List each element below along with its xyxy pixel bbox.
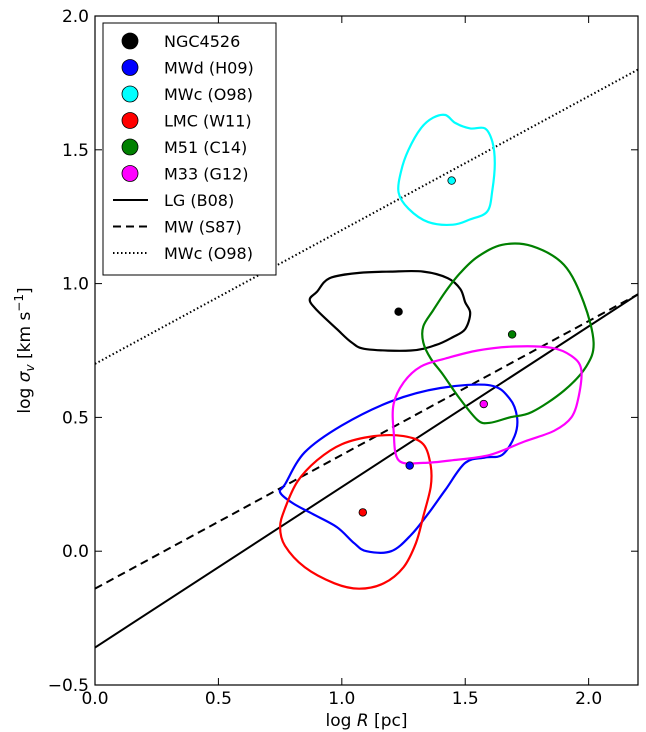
line-mwc-o98-dotted xyxy=(95,68,638,365)
contour-mwd-h09 xyxy=(278,383,519,554)
x-tick-label: 1.0 xyxy=(328,689,355,709)
legend: NGC4526 MWd (H09) MWc (O98) LMC (W11) M51 (C… xyxy=(102,22,277,276)
contour-ngc4526 xyxy=(308,269,472,352)
point-m33-g12 xyxy=(479,399,488,409)
point-lmc-w11 xyxy=(358,508,367,517)
x-tick-label: 2.0 xyxy=(575,689,602,709)
legend-label: MWc (O98) xyxy=(164,244,253,263)
contour-m51-c14 xyxy=(421,242,595,425)
line-mw-s87-dashed xyxy=(95,293,638,590)
point-m51-c14 xyxy=(507,330,517,339)
plot-frame xyxy=(94,15,639,686)
y-axis-label: log σv [km s−1] xyxy=(12,287,37,413)
contour-lmc-w11 xyxy=(278,434,433,590)
y-tick-label: 0.5 xyxy=(62,408,89,428)
legend-marker-ngc4526 xyxy=(121,32,139,50)
legend-label: MWc (O98) xyxy=(164,85,253,104)
fit-lines xyxy=(95,68,638,649)
axis-ticks: 0.0 0.5 1.0 1.5 2.0−0.50.00.51.01.52.0 xyxy=(48,7,638,709)
legend-label: M51 (C14) xyxy=(164,138,247,157)
legend-marker-lmc-w11 xyxy=(121,112,139,129)
contours xyxy=(278,113,595,590)
x-tick-label: 0.0 xyxy=(81,689,108,709)
legend-label: LG (B08) xyxy=(164,191,234,210)
x-tick-label: 1.5 xyxy=(452,689,479,709)
data-points xyxy=(358,176,517,517)
y-tick-label: −0.5 xyxy=(48,676,89,696)
legend-label: NGC4526 xyxy=(164,32,240,51)
contour-mwc-o98 xyxy=(397,113,496,226)
legend-marker-m51-c14 xyxy=(121,138,139,156)
line-lg-b08-solid xyxy=(95,293,638,649)
legend-label: MW (S87) xyxy=(164,218,242,237)
y-tick-label: 1.5 xyxy=(62,141,89,161)
y-tick-label: 1.0 xyxy=(62,275,89,295)
x-tick-label: 0.5 xyxy=(205,689,232,709)
legend-label: LMC (W11) xyxy=(164,112,252,131)
point-mwc-o98 xyxy=(447,176,456,185)
legend-marker-mwd-h09 xyxy=(121,59,139,76)
x-axis-label: log R [pc] xyxy=(326,711,408,731)
legend-label: MWd (H09) xyxy=(164,59,254,78)
point-ngc4526 xyxy=(394,307,403,316)
contour-m33-g12 xyxy=(391,345,583,465)
legend-marker-m33-g12 xyxy=(121,165,139,182)
point-mwd-h09 xyxy=(405,461,414,470)
y-tick-label: 2.0 xyxy=(62,7,89,27)
legend-marker-mwc-o98 xyxy=(121,85,139,103)
y-tick-label: 0.0 xyxy=(62,542,89,562)
legend-label: M33 (G12) xyxy=(164,165,249,184)
